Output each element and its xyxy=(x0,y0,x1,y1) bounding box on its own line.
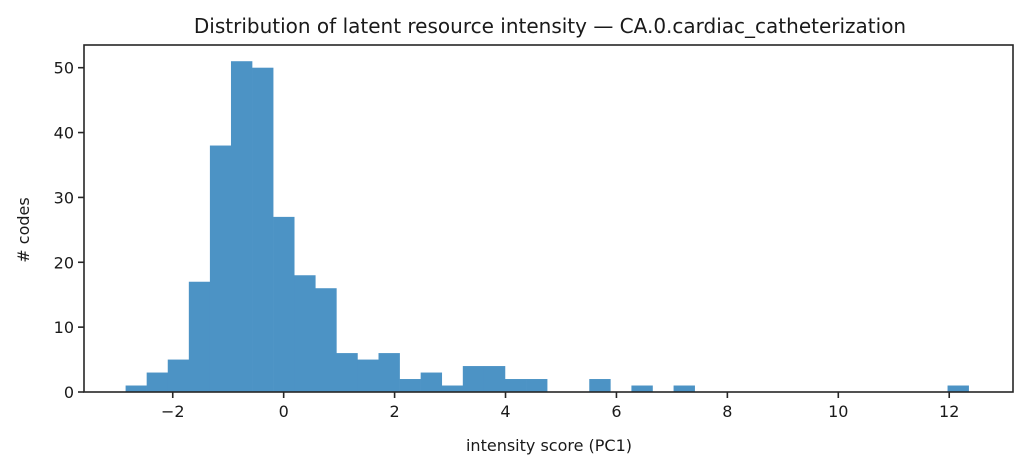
histogram-bar xyxy=(315,288,337,392)
histogram-bar xyxy=(146,372,169,392)
chart-title: Distribution of latent resource intensit… xyxy=(194,14,906,38)
x-tick-label: −2 xyxy=(161,402,185,421)
histogram-bar xyxy=(441,385,464,392)
histogram-bar xyxy=(504,379,527,392)
y-tick-label: 10 xyxy=(54,318,74,337)
x-tick-label: 12 xyxy=(939,402,959,421)
histogram-bar xyxy=(294,275,316,392)
x-axis-ticks: −2 0 2 4 6 8 10 12 xyxy=(161,392,959,421)
histogram-bar xyxy=(589,379,611,392)
histogram-bar xyxy=(357,359,379,392)
histogram-bar xyxy=(336,353,358,392)
histogram-bar xyxy=(631,385,653,392)
x-tick-label: 8 xyxy=(722,402,732,421)
histogram-bar xyxy=(483,366,506,392)
histogram-bar xyxy=(673,385,695,392)
histogram-bar xyxy=(188,281,211,392)
histogram-bar xyxy=(399,379,421,392)
axes-frame xyxy=(83,44,1014,393)
y-tick-label: 0 xyxy=(64,383,74,402)
histogram-bar xyxy=(947,385,969,392)
y-tick-label: 20 xyxy=(54,253,74,272)
x-tick-label: 10 xyxy=(828,402,848,421)
y-tick-label: 30 xyxy=(54,188,74,207)
y-tick-label: 40 xyxy=(54,124,74,143)
x-axis-label: intensity score (PC1) xyxy=(466,436,632,455)
y-tick-label: 50 xyxy=(54,59,74,78)
histogram-bar xyxy=(209,145,232,392)
histogram-bar xyxy=(526,379,548,392)
histogram-bar xyxy=(167,359,190,392)
y-axis-label: # codes xyxy=(14,197,33,262)
histogram-bar xyxy=(273,216,295,392)
histogram-bar xyxy=(420,372,443,392)
x-tick-label: 2 xyxy=(389,402,399,421)
histogram-bar xyxy=(125,385,147,392)
histogram-bar xyxy=(378,353,400,392)
x-tick-label: 0 xyxy=(279,402,289,421)
histogram-bar xyxy=(462,366,485,392)
histogram-bar xyxy=(230,61,253,392)
x-tick-label: 6 xyxy=(611,402,621,421)
x-tick-label: 4 xyxy=(500,402,510,421)
histogram-bars xyxy=(125,61,969,393)
y-axis-ticks: 0 10 20 30 40 50 xyxy=(54,59,84,402)
histogram-bar xyxy=(252,67,274,393)
